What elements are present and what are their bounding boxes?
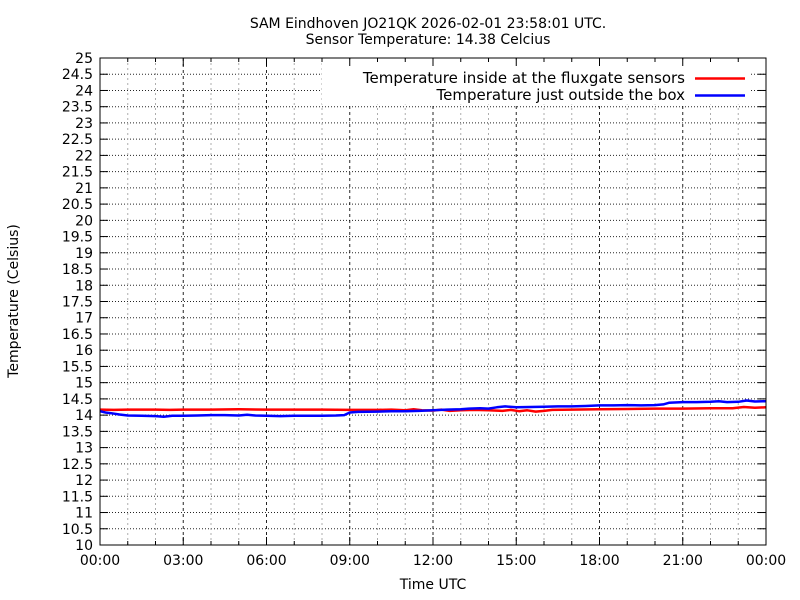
y-tick-label: 14 — [75, 408, 93, 424]
y-axis-tick-labels: 1010.51111.51212.51313.51414.51515.51616… — [62, 51, 93, 554]
y-tick-label: 18.5 — [62, 262, 93, 278]
axis-ticks — [99, 57, 767, 546]
series-line-outside-box — [99, 399, 767, 419]
x-axis-title: Time UTC — [399, 577, 467, 593]
y-tick-label: 13 — [75, 441, 93, 457]
y-tick-label: 19 — [75, 246, 93, 262]
y-tick-label: 20 — [75, 213, 93, 229]
y-tick-label: 17.5 — [62, 295, 93, 311]
y-tick-label: 21.5 — [62, 165, 93, 181]
chart-title-line1: SAM Eindhoven JO21QK 2026-02-01 23:58:01… — [250, 16, 606, 32]
y-tick-label: 15.5 — [62, 359, 93, 375]
y-tick-label: 12 — [75, 473, 93, 489]
x-tick-label: 21:00 — [663, 553, 703, 569]
y-tick-label: 19.5 — [62, 230, 93, 246]
y-tick-label: 24.5 — [62, 67, 93, 83]
x-tick-label: 03:00 — [163, 553, 203, 569]
x-tick-label: 15:00 — [496, 553, 536, 569]
y-tick-label: 21 — [75, 181, 93, 197]
y-tick-label: 11 — [75, 506, 93, 522]
y-tick-label: 10 — [75, 538, 93, 554]
x-tick-label: 00:00 — [746, 553, 786, 569]
y-tick-label: 23 — [75, 116, 93, 132]
y-tick-label: 10.5 — [62, 522, 93, 538]
legend-label-inside: Temperature inside at the fluxgate senso… — [362, 69, 685, 87]
legend: Temperature inside at the fluxgate senso… — [322, 59, 750, 105]
y-tick-label: 16 — [75, 343, 93, 359]
y-tick-label: 25 — [75, 51, 93, 67]
y-tick-label: 23.5 — [62, 100, 93, 116]
y-axis-title: Temperature (Celsius) — [6, 224, 22, 379]
y-tick-label: 24 — [75, 83, 93, 99]
y-tick-label: 15 — [75, 376, 93, 392]
series-line-inside-fluxgate — [99, 405, 767, 413]
y-tick-label: 22.5 — [62, 132, 93, 148]
x-tick-label: 00:00 — [80, 553, 120, 569]
y-tick-label: 14.5 — [62, 392, 93, 408]
x-axis-tick-labels: 00:00 03:00 06:00 09:00 12:00 15:00 18:00 21:00… — [80, 553, 786, 569]
x-tick-label: 06:00 — [246, 553, 286, 569]
y-tick-label: 17 — [75, 311, 93, 327]
y-tick-label: 11.5 — [62, 489, 93, 505]
grid — [100, 58, 766, 545]
legend-label-outside: Temperature just outside the box — [436, 86, 686, 104]
y-tick-label: 16.5 — [62, 327, 93, 343]
x-tick-label: 12:00 — [413, 553, 453, 569]
y-tick-label: 22 — [75, 148, 93, 164]
legend-background — [322, 59, 750, 105]
x-tick-label: 18:00 — [579, 553, 619, 569]
y-tick-label: 12.5 — [62, 457, 93, 473]
y-tick-label: 18 — [75, 278, 93, 294]
data-series — [99, 399, 767, 419]
x-tick-label: 09:00 — [330, 553, 370, 569]
y-tick-label: 13.5 — [62, 424, 93, 440]
chart-title-line2: Sensor Temperature: 14.38 Celcius — [306, 32, 551, 48]
y-tick-label: 20.5 — [62, 197, 93, 213]
